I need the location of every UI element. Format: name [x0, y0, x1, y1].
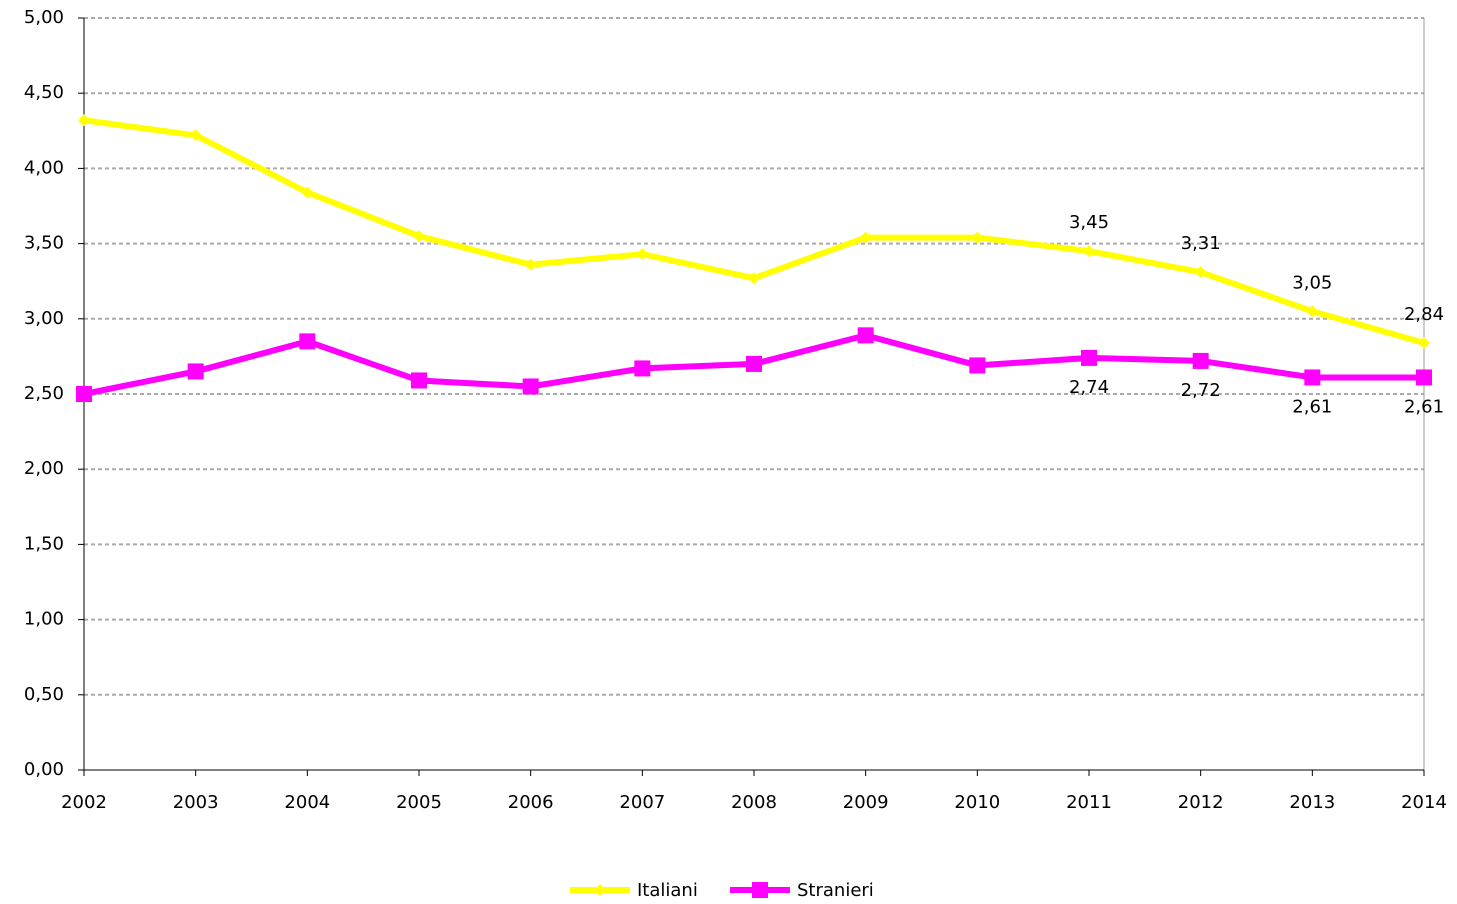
marker [413, 230, 425, 243]
marker [748, 272, 760, 285]
x-tick-label: 2003 [173, 792, 219, 813]
y-tick-label: 4,50 [24, 82, 64, 103]
marker [301, 186, 314, 199]
data-label: 2,72 [1181, 380, 1221, 401]
x-tick-label: 2012 [1178, 792, 1224, 813]
marker [299, 333, 316, 350]
marker [746, 355, 762, 372]
marker [76, 386, 92, 402]
y-tick-label: 2,00 [24, 458, 64, 479]
marker [1081, 349, 1097, 366]
marker [187, 363, 204, 380]
marker [969, 357, 986, 374]
x-tick-label: 2008 [731, 792, 777, 813]
y-tick-label: 1,50 [24, 533, 64, 554]
data-label: 3,31 [1181, 233, 1221, 254]
marker [189, 129, 202, 142]
marker [857, 327, 874, 344]
data-label: 3,05 [1292, 272, 1332, 293]
marker [636, 248, 649, 261]
marker [1194, 266, 1207, 279]
data-label: 2,61 [1404, 396, 1444, 417]
marker [1418, 336, 1430, 349]
y-tick-label: 0,00 [24, 759, 64, 780]
x-tick-label: 2004 [284, 792, 330, 813]
marker [411, 372, 427, 389]
data-label: 2,84 [1404, 304, 1444, 325]
marker [634, 360, 651, 377]
data-label: 2,61 [1292, 396, 1332, 417]
y-tick-label: 4,00 [24, 157, 64, 178]
marker [971, 231, 984, 244]
x-tick-label: 2005 [396, 792, 442, 813]
marker [524, 258, 537, 271]
marker [594, 884, 606, 896]
marker [78, 114, 90, 127]
marker [522, 378, 539, 395]
x-tick-label: 2013 [1289, 792, 1335, 813]
x-tick-label: 2009 [843, 792, 889, 813]
x-tick-label: 2006 [508, 792, 554, 813]
y-tick-label: 3,00 [24, 308, 64, 329]
y-tick-label: 5,00 [24, 7, 64, 28]
x-tick-label: 2010 [954, 792, 1000, 813]
marker [1306, 305, 1319, 318]
x-tick-label: 2002 [61, 792, 107, 813]
y-tick-label: 1,00 [24, 609, 64, 630]
marker [1304, 369, 1321, 386]
marker [1416, 369, 1432, 386]
y-tick-label: 3,50 [24, 233, 64, 254]
y-tick-label: 2,50 [24, 383, 64, 404]
marker [752, 882, 768, 898]
x-tick-label: 2007 [619, 792, 665, 813]
line-series [83, 117, 1425, 346]
data-label: 3,45 [1069, 212, 1109, 233]
data-label: 2,74 [1069, 377, 1109, 398]
marker [859, 231, 872, 244]
legend-label: Italiani [637, 880, 698, 901]
marker [1083, 245, 1095, 258]
marker [1192, 352, 1209, 369]
y-tick-label: 0,50 [24, 684, 64, 705]
x-tick-label: 2011 [1066, 792, 1112, 813]
legend-label: Stranieri [797, 880, 874, 901]
x-tick-label: 2014 [1401, 792, 1447, 813]
